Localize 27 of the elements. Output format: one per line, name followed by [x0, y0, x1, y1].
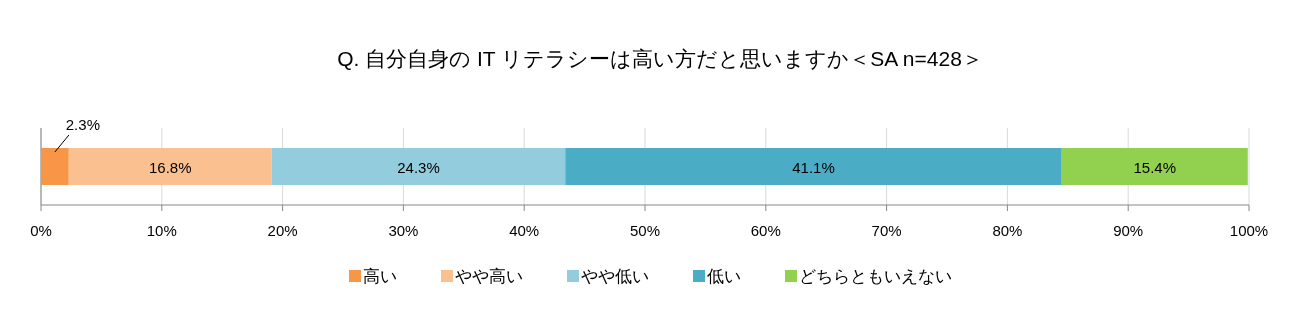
x-tick-label: 0% [30, 222, 52, 239]
data-label: 2.3% [65, 116, 100, 134]
x-tick-label: 100% [1229, 222, 1269, 239]
bar [41, 148, 69, 185]
bar [1061, 148, 1248, 185]
data-label: 16.8% [148, 158, 192, 176]
x-tick-label: 20% [267, 222, 298, 239]
chart-title: Q. 自分自身の IT リテラシーは高い方だと思いますか＜SA n=428＞ [337, 47, 983, 70]
bar [68, 148, 272, 185]
data-label: 41.1% [792, 158, 835, 176]
data-label: 24.3% [397, 158, 440, 176]
legend-label: 低い [707, 267, 741, 286]
x-tick-label: 50% [629, 222, 661, 239]
legend-label: 高い [363, 267, 397, 286]
x-tick-label: 60% [750, 222, 781, 239]
bar [565, 148, 1062, 185]
x-tick-label: 40% [509, 222, 540, 239]
legend-label: やや高い [455, 267, 523, 286]
bar [271, 148, 566, 185]
x-tick-label: 10% [146, 222, 177, 239]
x-tick-label: 80% [992, 222, 1023, 239]
x-tick-label: 90% [1113, 222, 1144, 239]
x-tick-label: 70% [871, 222, 902, 239]
legend-label: やや低い [581, 267, 649, 286]
x-tick-label: 30% [388, 222, 419, 239]
data-label: 15.4% [1133, 158, 1177, 176]
legend-label: どちらともいえない [799, 267, 952, 286]
